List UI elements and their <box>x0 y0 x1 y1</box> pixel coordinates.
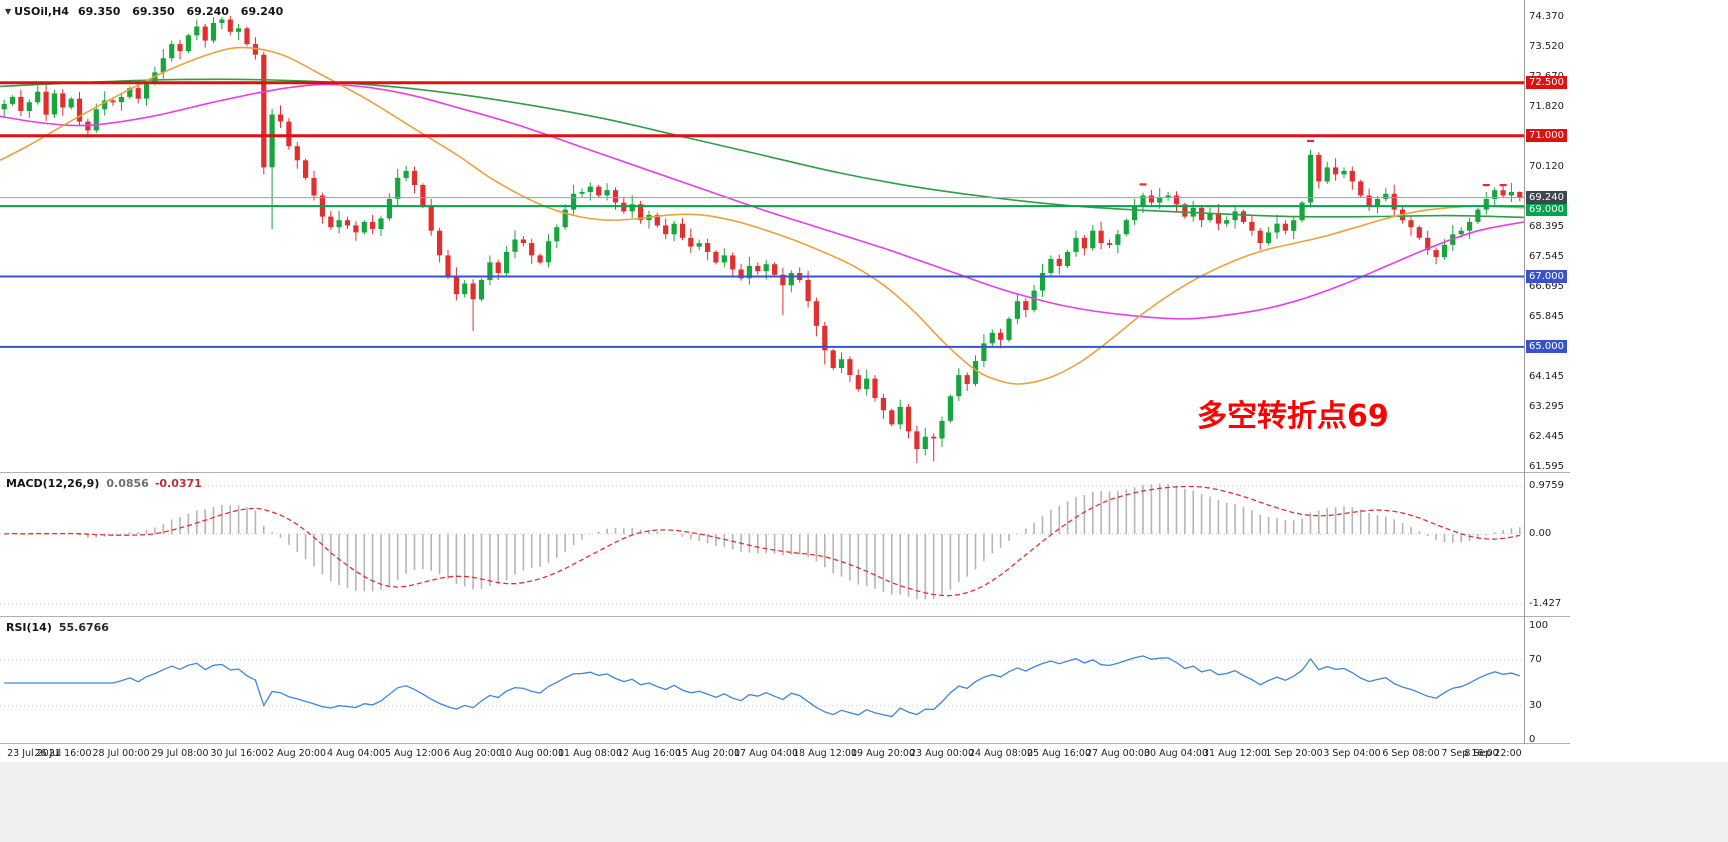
chart-ohlc-header: ▼ USOil,H4 69.350 69.350 69.240 69.240 <box>5 5 283 18</box>
time-axis-label: 18 Aug 12:00 <box>792 748 858 759</box>
rsi-label: RSI(14) <box>6 621 52 634</box>
time-axis-label: 24 Aug 08:00 <box>968 748 1034 759</box>
ma-medium-magenta <box>0 83 1524 320</box>
time-axis[interactable]: 23 Jul 2021 26 Jul 16:00 28 Jul 00:00 29 Ju… <box>0 744 1570 762</box>
rsi-axis-label: 70 <box>1529 654 1542 665</box>
price-axis-label: 65.845 <box>1529 311 1564 322</box>
panel-separator[interactable] <box>0 743 1570 744</box>
time-axis-label: 5 Aug 12:00 <box>384 748 444 759</box>
price-axis-label: 61.595 <box>1529 461 1564 472</box>
symbol-period-label: USOil,H4 <box>14 5 69 18</box>
macd-panel[interactable]: MACD(12,26,9) 0.0856 -0.0371 <box>0 473 1524 616</box>
time-axis-label: 17 Aug 04:00 <box>733 748 799 759</box>
time-axis-label: 3 Sep 04:00 <box>1323 748 1381 759</box>
time-axis-label: 26 Jul 16:00 <box>34 748 92 759</box>
time-axis-label: 2 Aug 20:00 <box>267 748 327 759</box>
window-footer-area <box>0 762 1728 842</box>
price-axis-label: 66.695 <box>1529 281 1564 292</box>
price-axis-label: 64.145 <box>1529 371 1564 382</box>
price-level-tag: 67.000 <box>1526 270 1567 283</box>
rsi-panel[interactable]: RSI(14) 55.6766 <box>0 617 1524 743</box>
time-axis-label: 27 Aug 00:00 <box>1085 748 1151 759</box>
time-axis-label: 31 Aug 12:00 <box>1202 748 1268 759</box>
rsi-axis-label: 100 <box>1529 620 1549 631</box>
price-axis-label: 62.445 <box>1529 431 1564 442</box>
macd-svg <box>0 483 1524 605</box>
macd-axis-label: 0.00 <box>1529 528 1552 539</box>
time-axis-label: 6 Aug 20:00 <box>443 748 503 759</box>
time-axis-label: 6 Sep 08:00 <box>1382 748 1440 759</box>
current-price-tag: 69.240 <box>1526 191 1567 204</box>
price-axis-label: 70.120 <box>1529 161 1564 172</box>
time-axis-label: 1 Sep 20:00 <box>1265 748 1323 759</box>
time-axis-label: 19 Aug 20:00 <box>850 748 916 759</box>
macd-header: MACD(12,26,9) 0.0856 -0.0371 <box>6 477 202 490</box>
panel-separator[interactable] <box>0 472 1570 473</box>
time-axis-label: 30 Jul 16:00 <box>210 748 268 759</box>
time-axis-label: 4 Aug 04:00 <box>326 748 386 759</box>
rsi-axis-label: 30 <box>1529 700 1542 711</box>
rsi-line <box>4 655 1521 718</box>
signal-marker <box>1139 183 1147 186</box>
signal-marker <box>1499 184 1507 187</box>
price-level-tag: 72.500 <box>1526 76 1567 89</box>
ohlc-values: 69.350 69.350 69.240 69.240 <box>77 5 284 18</box>
macd-axis-label: 0.9759 <box>1529 480 1564 491</box>
price-axis-separator <box>1524 0 1525 744</box>
panel-separator[interactable] <box>0 616 1570 617</box>
price-axis-label: 63.295 <box>1529 401 1564 412</box>
rsi-svg <box>0 655 1524 718</box>
main-chart-panel[interactable]: ▼ USOil,H4 69.350 69.350 69.240 69.240 多空转… <box>0 0 1524 472</box>
rsi-axis-label: 0 <box>1529 734 1536 745</box>
time-axis-label: 30 Aug 04:00 <box>1143 748 1209 759</box>
macd-main-value: 0.0856 <box>106 477 149 490</box>
price-axis-label: 71.820 <box>1529 101 1564 112</box>
ma-fast-orange <box>0 46 1524 385</box>
macd-label: MACD(12,26,9) <box>6 477 100 490</box>
time-axis-label: 25 Aug 16:00 <box>1026 748 1092 759</box>
main-chart-svg <box>0 16 1524 464</box>
price-level-tag: 71.000 <box>1526 129 1567 142</box>
time-axis-label: 10 Aug 00:00 <box>499 748 565 759</box>
macd-axis-label: -1.427 <box>1529 598 1562 609</box>
chart-annotation-text: 多空转折点69 <box>1197 399 1389 434</box>
time-axis-label: 23 Jul 2021 <box>7 748 61 759</box>
macd-histogram <box>11 483 1521 600</box>
time-axis-label: 28 Jul 00:00 <box>92 748 150 759</box>
macd-signal-line <box>4 485 1520 597</box>
time-axis-label: 12 Aug 16:00 <box>616 748 682 759</box>
rsi-header: RSI(14) 55.6766 <box>6 621 109 634</box>
price-axis-label: 67.545 <box>1529 251 1564 262</box>
macd-signal-value: -0.0371 <box>154 477 202 490</box>
price-axis-label: 74.370 <box>1529 11 1564 22</box>
price-axis[interactable]: 74.37073.52072.67071.82070.97070.12068.3… <box>1525 0 1645 745</box>
time-axis-label: 29 Jul 08:00 <box>151 748 209 759</box>
ma-slow-green <box>0 78 1524 219</box>
time-axis-label: 7 Sep 16:00 <box>1441 748 1499 759</box>
signal-marker <box>1482 184 1490 187</box>
price-axis-label: 68.395 <box>1529 221 1564 232</box>
price-level-tag: 69.000 <box>1526 203 1567 216</box>
time-axis-label: 8 Sep 22:00 <box>1464 748 1522 759</box>
signal-marker <box>1307 139 1314 143</box>
collapse-arrow-icon[interactable]: ▼ <box>5 7 12 16</box>
time-axis-label: 23 Aug 00:00 <box>909 748 975 759</box>
time-axis-label: 15 Aug 20:00 <box>675 748 741 759</box>
price-axis-label: 73.520 <box>1529 41 1564 52</box>
time-axis-label: 11 Aug 08:00 <box>557 748 623 759</box>
price-level-tag: 65.000 <box>1526 340 1567 353</box>
rsi-value: 55.6766 <box>58 621 109 634</box>
